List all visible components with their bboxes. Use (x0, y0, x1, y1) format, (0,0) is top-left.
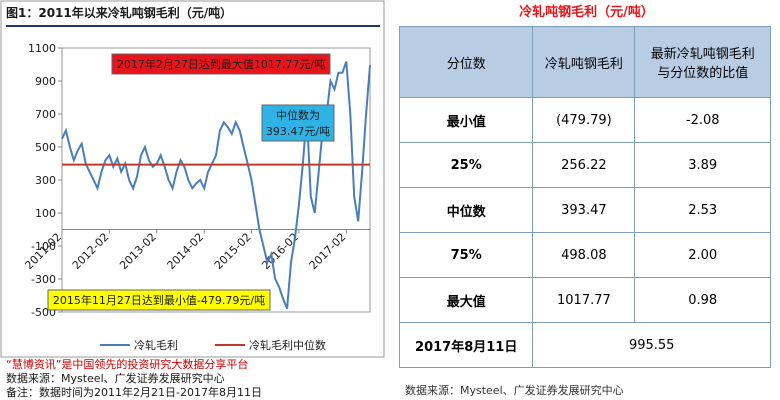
table-body: 最小值 (479.79) -2.08 25% 256.22 3.89 中位数 393.47 2.… (398, 97, 771, 323)
cell: 2.00 (634, 232, 771, 278)
cell: 中位数 (398, 187, 534, 233)
y-tick-label: -300 (31, 273, 56, 286)
annotation-box (47, 289, 271, 311)
annotation-box (111, 53, 331, 75)
cell: 2017年8月11日 (398, 322, 534, 368)
cell: 498.08 (532, 232, 636, 278)
x-tick-label: 2017-02 (307, 230, 349, 272)
y-tick-label: -100 (31, 240, 56, 253)
annotation-text: 中位数为 (276, 108, 320, 122)
table-source: 数据来源：Mysteel、广发证券发展研究中心 (405, 384, 624, 397)
x-tick-label: 2012-02 (70, 230, 112, 272)
legend-label: 冷轧毛利 (134, 338, 178, 352)
header-cell: 最新冷轧吨钢毛利 与分位数的比值 (634, 26, 771, 98)
cell: (479.79) (532, 97, 636, 143)
cell: 995.55 (532, 322, 771, 368)
chart: 图1：2011年以来冷轧吨钢毛利（元/吨） “慧博资讯”是中国领先的投资研究大数… (0, 0, 385, 399)
table-row: 75% 498.08 2.00 (398, 232, 771, 278)
latest-row: 2017年8月11日 995.55 (398, 322, 771, 368)
cell: 25% (398, 142, 534, 188)
header-cell: 冷轧吨钢毛利 (532, 26, 636, 98)
legend-label: 冷轧毛利中位数 (249, 338, 326, 352)
table-panel: 冷轧吨钢毛利（元/吨） 分位数 冷轧吨钢毛利 最新冷轧吨钢毛利 与分位数的比值 最… (393, 0, 780, 400)
cell: -2.08 (634, 97, 771, 143)
cell: 2.53 (634, 187, 771, 233)
x-tick-label: 2014-02 (165, 230, 207, 272)
y-tick-label: 500 (35, 141, 56, 154)
header-row: 分位数 冷轧吨钢毛利 最新冷轧吨钢毛利 与分位数的比值 (398, 26, 771, 98)
y-tick-label: 100 (35, 207, 56, 220)
y-tick-label: 300 (35, 174, 56, 187)
cell: 1017.77 (532, 277, 636, 323)
x-tick-label: 2015-02 (212, 230, 254, 272)
table-row: 最大值 1017.77 0.98 (398, 277, 771, 323)
footnote: “慧博资讯”是中国领先的投资研究大数据分享平台 (6, 357, 248, 371)
chart-title: 图1：2011年以来冷轧吨钢毛利（元/吨） (6, 5, 232, 20)
cell: 最小值 (398, 97, 534, 143)
header-cell: 分位数 (398, 26, 534, 98)
annotation-text: 2015年11月27日达到最小值-479.79元/吨 (53, 293, 265, 307)
series-line (61, 61, 371, 310)
header-line: 与分位数的比值 (657, 66, 749, 81)
plot-area (61, 47, 371, 313)
annotation-box (261, 104, 335, 142)
table-row: 最小值 (479.79) -2.08 (398, 97, 771, 143)
annotation-text: 393.47元/吨 (266, 125, 330, 138)
y-tick-label: 700 (35, 108, 56, 121)
cell: 393.47 (532, 187, 636, 233)
cell: 0.98 (634, 277, 771, 323)
x-tick-label: 2013-02 (117, 230, 159, 272)
table-row: 25% 256.22 3.89 (398, 142, 771, 188)
cell: 75% (398, 232, 534, 278)
table: 分位数 冷轧吨钢毛利 最新冷轧吨钢毛利 与分位数的比值 最小值 (479.79) -2… (398, 26, 771, 368)
table-row: 中位数 393.47 2.53 (398, 187, 771, 233)
footnote: 数据来源：Mysteel、广发证券发展研究中心 (6, 371, 225, 385)
cell: 256.22 (532, 142, 636, 188)
cell: 3.89 (634, 142, 771, 188)
cell: 最大值 (398, 277, 534, 323)
footnote: 备注：数据时间为2011年2月21日-2017年8月11日 (6, 385, 262, 399)
table-title: 冷轧吨钢毛利（元/吨） (519, 5, 654, 20)
annotation-text: 2017年2月27日达到最大值1017.77元/吨 (117, 57, 325, 71)
x-tick-label: 2011-02 (22, 230, 64, 272)
y-tick-label: 1100 (28, 42, 56, 55)
y-tick-label: 900 (35, 75, 56, 88)
header-line: 最新冷轧吨钢毛利 (650, 47, 755, 62)
chart-frame (0, 0, 385, 358)
